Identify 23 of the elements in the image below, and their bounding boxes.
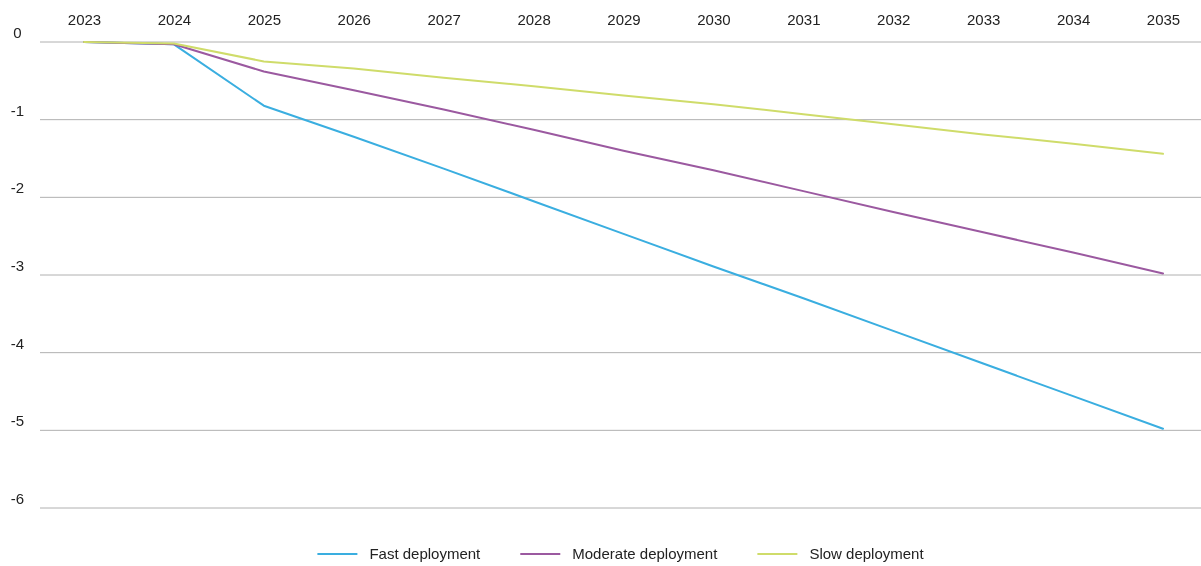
x-tick-label: 2029: [607, 11, 641, 28]
x-tick-label: 2035: [1146, 11, 1181, 28]
x-tick-label: 2033: [966, 11, 1001, 28]
y-tick-label: -5: [10, 412, 25, 430]
y-tick-label: -3: [10, 257, 25, 274]
y-tick-label: -6: [10, 490, 25, 507]
x-tick-label: 2032: [877, 11, 911, 28]
legend-label: Slow deployment: [809, 545, 925, 562]
legend-label: Moderate deployment: [572, 545, 719, 562]
y-tick-label: 0: [13, 24, 22, 41]
x-tick-label: 2026: [337, 11, 371, 28]
x-tick-label: 2030: [697, 11, 731, 28]
x-tick-label: 2025: [247, 11, 282, 28]
x-tick-label: 2023: [67, 11, 102, 28]
legend-label: Fast deployment: [369, 545, 482, 562]
x-tick-label: 2028: [517, 11, 551, 28]
x-tick-label: 2024: [157, 11, 192, 28]
y-tick-label: -4: [10, 334, 25, 352]
x-tick-label: 2027: [427, 11, 461, 28]
y-tick-label: -2: [10, 179, 25, 197]
y-tick-label: -1: [10, 101, 25, 119]
x-tick-label: 2034: [1056, 11, 1091, 28]
x-tick-label: 2031: [787, 11, 821, 28]
